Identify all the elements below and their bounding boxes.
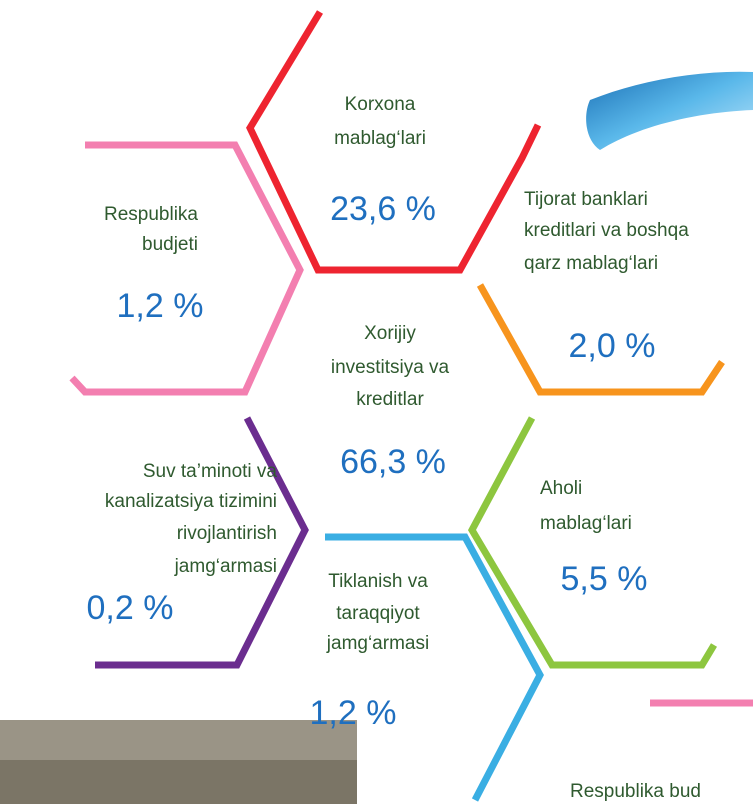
- infographic: Korxona mablag‘lari 23,6 % Respublika bu…: [0, 0, 753, 804]
- value: 2,0 %: [569, 327, 656, 365]
- label: budjeti: [142, 234, 198, 255]
- label: Tijorat banklari: [524, 189, 648, 210]
- label: Respublika: [104, 204, 198, 225]
- value: 23,6 %: [330, 190, 436, 228]
- value: 0,2 %: [87, 589, 174, 627]
- label: kreditlari va boshqa: [524, 220, 689, 241]
- label: Tiklanish va: [328, 571, 428, 592]
- green-segment: [472, 418, 714, 665]
- value: 5,5 %: [561, 560, 648, 598]
- label: jamg‘armasi: [326, 633, 429, 654]
- label: jamg‘armasi: [174, 556, 277, 577]
- value: 1,2 %: [117, 287, 204, 325]
- label: mablag‘lari: [334, 128, 426, 149]
- footer-label: Respublika bud: [570, 781, 701, 802]
- label: Suv ta’minoti va: [143, 461, 278, 482]
- value: 1,2 %: [310, 694, 397, 732]
- label: investitsiya va: [331, 357, 450, 378]
- label: Aholi: [540, 478, 582, 499]
- label: mablag‘lari: [540, 513, 632, 534]
- label: rivojlantirish: [177, 523, 277, 544]
- label: kanalizatsiya tizimini: [105, 491, 277, 512]
- ribbon: [586, 72, 753, 150]
- label: Xorijiy: [364, 323, 416, 344]
- pink-segment: [72, 145, 300, 392]
- label: kreditlar: [356, 389, 424, 410]
- label: taraqqiyot: [336, 603, 420, 624]
- city-photo-shade: [0, 760, 357, 804]
- value: 66,3 %: [340, 443, 446, 481]
- label: qarz mablag‘lari: [524, 253, 658, 274]
- label: Korxona: [345, 94, 416, 115]
